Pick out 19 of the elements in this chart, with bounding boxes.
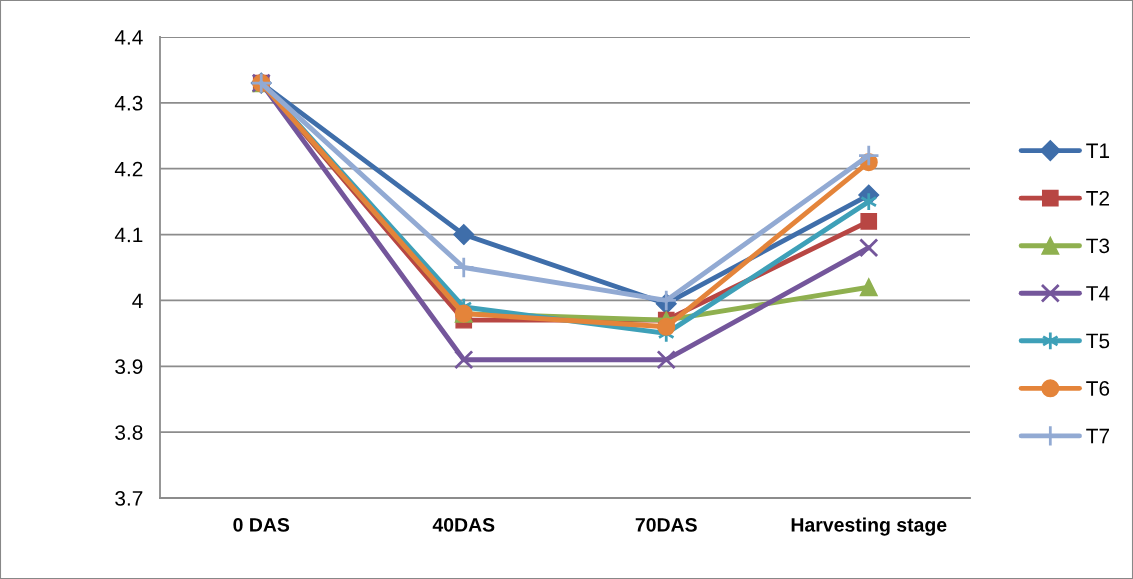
legend-label: T4 <box>1086 286 1110 301</box>
x-tick-label: 40DAS <box>432 517 495 532</box>
x-tick-label: 70DAS <box>635 517 697 532</box>
y-tick-label: 4.4 <box>114 30 143 45</box>
y-tick-label: 4.1 <box>114 227 143 243</box>
y-tick-label: 4.2 <box>114 161 143 177</box>
legend-label: T6 <box>1086 381 1110 396</box>
x-tick-label: 0 DAS <box>233 517 290 532</box>
legend-label: T3 <box>1086 238 1110 254</box>
x-tick-label: Harvesting stage <box>791 517 947 536</box>
legend-label: T5 <box>1086 333 1110 349</box>
y-tick-label: 4 <box>132 293 143 308</box>
y-tick-label: 3.8 <box>115 425 143 440</box>
legend-label: T2 <box>1086 190 1109 206</box>
legend-label: T7 <box>1086 428 1109 444</box>
legend-label: T1 <box>1086 143 1110 158</box>
y-tick-label: 3.9 <box>115 359 143 375</box>
y-tick-label: 4.3 <box>114 95 143 111</box>
y-tick-label: 3.7 <box>115 491 143 506</box>
